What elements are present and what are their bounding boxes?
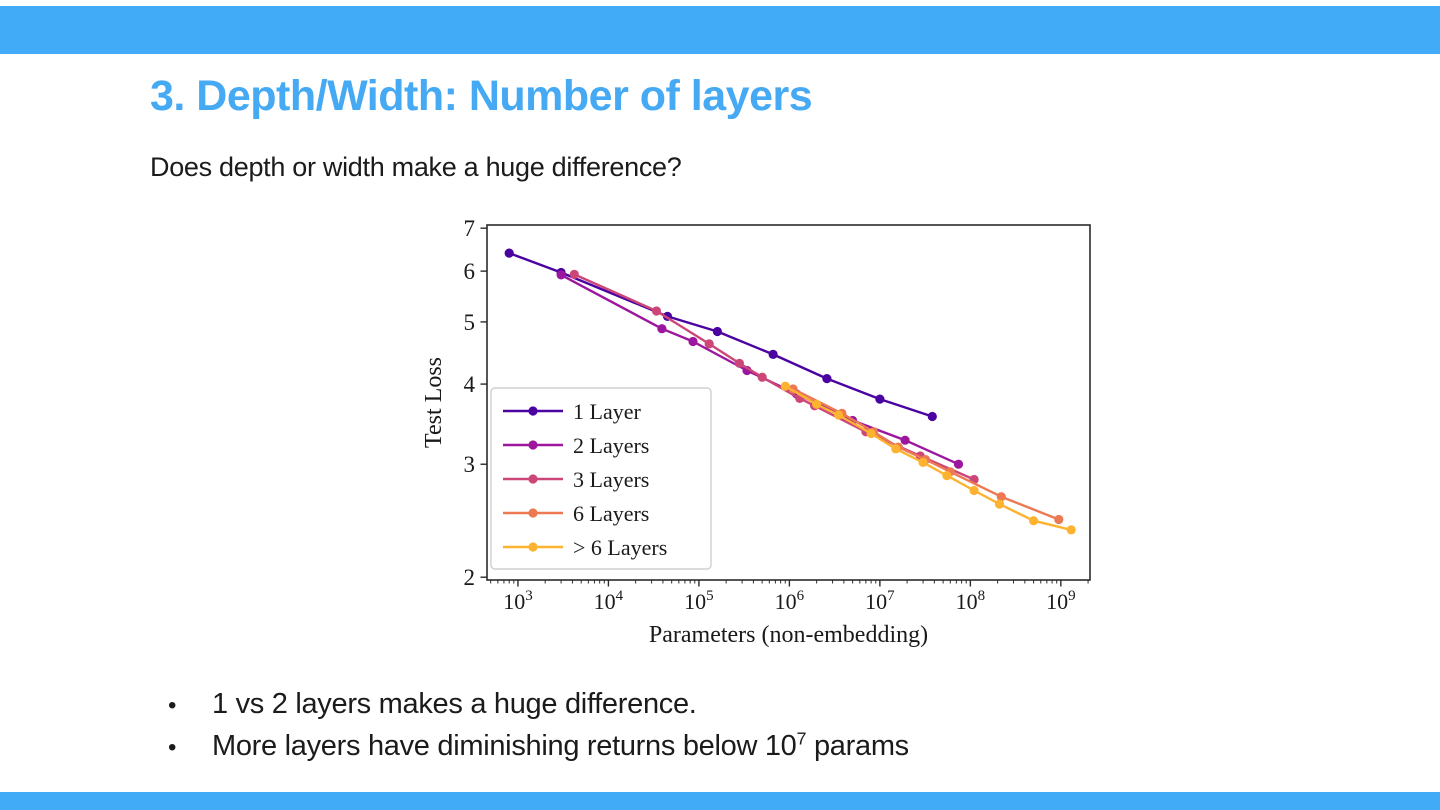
bullet-item: • More layers have diminishing returns be… (160, 726, 909, 768)
bullet-dot-icon: • (168, 692, 177, 719)
y-tick-label: 2 (464, 565, 476, 590)
legend-entry: > 6 Layers (503, 535, 667, 560)
x-tick-label: 107 (865, 588, 895, 614)
y-tick-label: 6 (464, 259, 476, 284)
takeaway-bullets: • 1 vs 2 layers makes a huge difference. •… (160, 684, 909, 768)
legend-entry: 6 Layers (503, 501, 649, 526)
axis-ticks: 103 104 105 106 107 108 109 2 3 4 5 6 7 (464, 216, 1089, 614)
legend-label: 1 Layer (573, 399, 641, 424)
chart-svg: 103 104 105 106 107 108 109 2 3 4 5 6 7 Parameters (n… (425, 216, 1091, 648)
bullet-dot-icon: • (168, 734, 177, 761)
legend-marker-icon (528, 440, 538, 450)
legend-label: 3 Layers (573, 467, 649, 492)
x-tick-label: 103 (503, 588, 533, 614)
legend-marker-icon (528, 474, 538, 484)
y-axis-label: Test Loss (425, 357, 447, 448)
bottom-accent-bar (0, 792, 1440, 810)
y-tick-label: 7 (464, 216, 476, 241)
legend-marker-icon (528, 508, 538, 518)
legend-box (490, 387, 712, 570)
legend-label: 2 Layers (573, 433, 649, 458)
x-tick-label: 105 (684, 588, 714, 614)
legend-entry: 2 Layers (503, 433, 649, 458)
y-tick-label: 4 (464, 372, 476, 397)
top-accent-bar (0, 6, 1440, 54)
y-tick-label: 5 (464, 310, 476, 335)
x-tick-label: 104 (594, 588, 624, 614)
legend-marker-icon (528, 406, 538, 416)
slide-title: 3. Depth/Width: Number of layers (150, 72, 813, 120)
series-6-layers (780, 381, 1076, 535)
x-tick-label: 108 (956, 588, 986, 614)
slide-subtitle: Does depth or width make a huge differen… (150, 152, 682, 182)
legend-label: 6 Layers (573, 501, 649, 526)
legend-entry: 1 Layer (503, 399, 641, 424)
bullet-item: • 1 vs 2 layers makes a huge difference. (160, 684, 909, 726)
loss-vs-params-chart: 103 104 105 106 107 108 109 2 3 4 5 6 7 Parameters (n… (425, 212, 1125, 657)
x-tick-label: 109 (1046, 588, 1076, 614)
bullet-text: More layers have diminishing returns bel… (212, 728, 909, 762)
legend-label: > 6 Layers (573, 535, 667, 560)
legend: 1 Layer 2 Layers 3 Layers 6 Layers > 6 Layer… (490, 387, 712, 570)
legend-marker-icon (528, 542, 538, 552)
bullet-text: 1 vs 2 layers makes a huge difference. (212, 688, 697, 720)
series-1-layer (504, 248, 937, 422)
y-tick-label: 3 (464, 452, 476, 477)
x-axis-label: Parameters (non-embedding) (649, 622, 928, 648)
legend-entry: 3 Layers (503, 467, 649, 492)
x-tick-label: 106 (775, 588, 805, 614)
